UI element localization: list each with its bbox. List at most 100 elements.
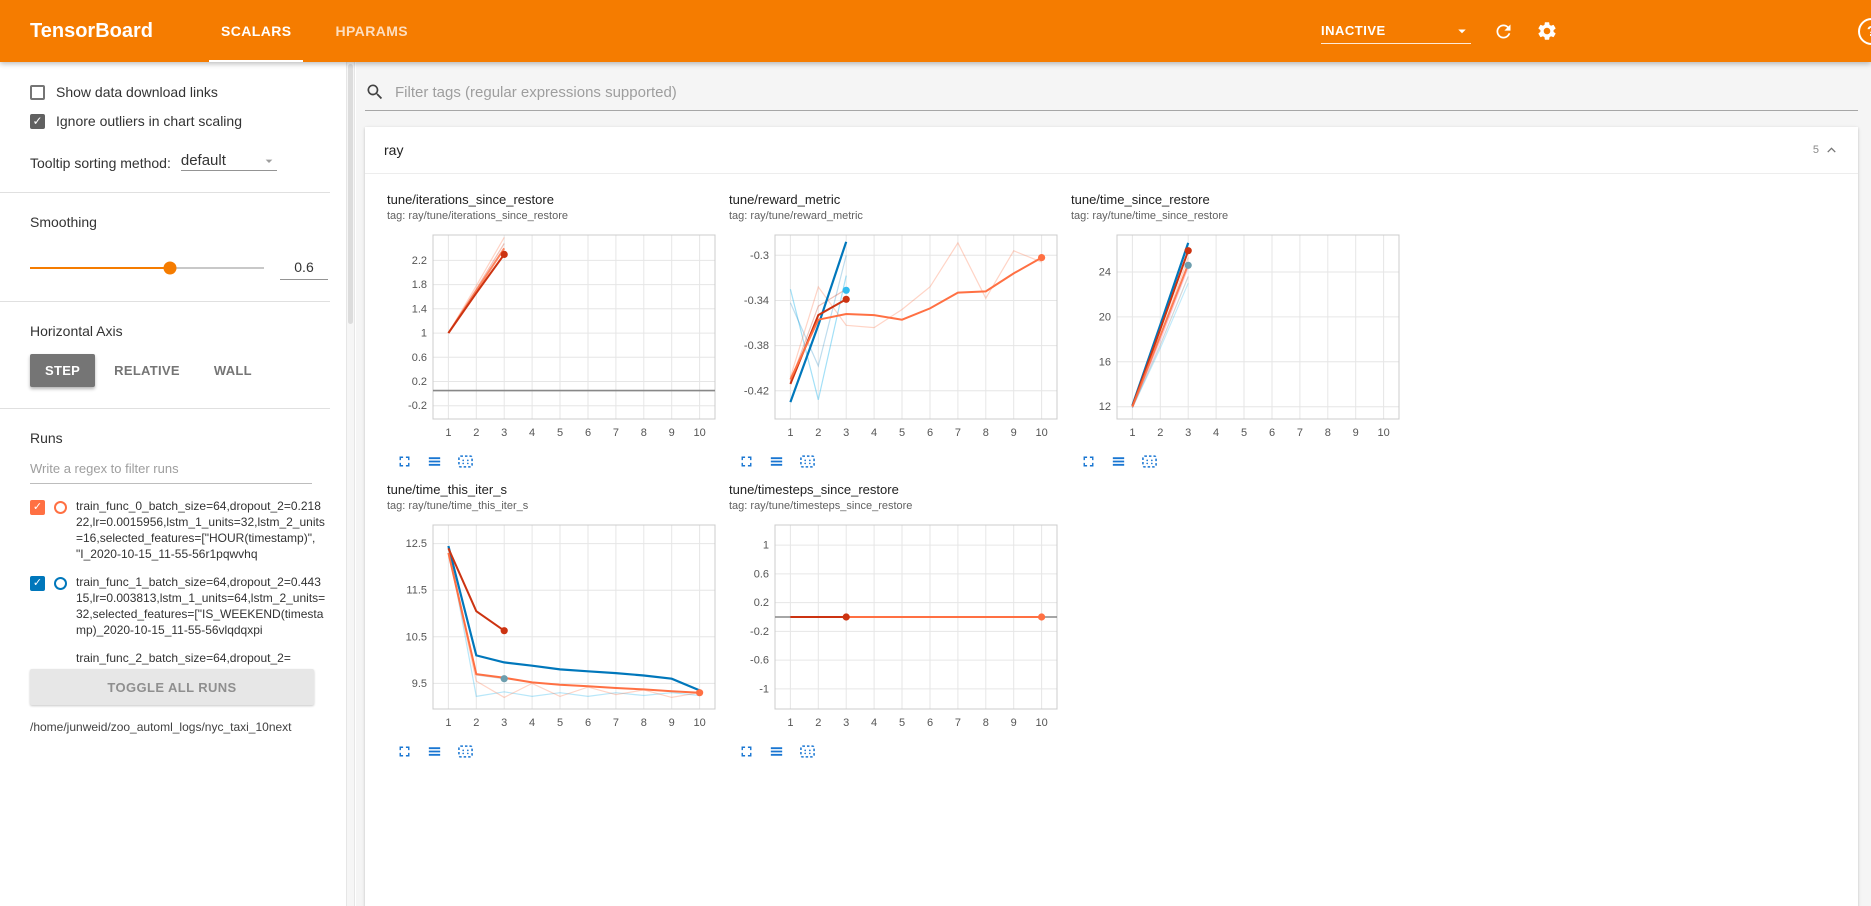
svg-text:10: 10	[1035, 717, 1047, 729]
tag-group-header[interactable]: ray 5	[365, 127, 1858, 174]
chart-tile: tune/timesteps_since_restore tag: ray/tun…	[729, 482, 1065, 760]
smoothing-slider-thumb[interactable]	[163, 261, 177, 275]
run-row[interactable]: ✓ train_func_0_batch_size=64,dropout_2=0.…	[30, 498, 330, 562]
header-actions: INACTIVE ?	[1321, 0, 1871, 62]
divider	[0, 408, 330, 409]
svg-text:1.4: 1.4	[412, 303, 427, 315]
fit-domain-icon[interactable]	[798, 743, 817, 760]
tooltip-sort-dropdown[interactable]: default	[180, 151, 277, 171]
chart-tile: tune/time_since_restore tag: ray/tune/tim…	[1071, 192, 1407, 470]
svg-text:1: 1	[763, 540, 769, 552]
refresh-icon[interactable]	[1493, 21, 1514, 42]
tab-scalars[interactable]: SCALARS	[199, 0, 313, 62]
chart-title: tune/iterations_since_restore	[387, 192, 554, 207]
axis-wall-button[interactable]: WALL	[213, 363, 252, 378]
chart-tag: tag: ray/tune/iterations_since_restore	[387, 210, 568, 222]
ignore-outliers-label: Ignore outliers in chart scaling	[56, 113, 242, 129]
show-download-links-checkbox-row[interactable]: Show data download links	[30, 84, 330, 100]
expand-chart-icon[interactable]	[396, 453, 413, 470]
toggle-runs-icon[interactable]	[1110, 453, 1127, 470]
axis-step-button[interactable]: STEP	[30, 354, 96, 387]
line-chart[interactable]: -0.2 0.2 0.6 1 1.4 1.8 2.2 1 2 3 4 5 6 7 8 9 10	[387, 227, 723, 445]
expand-chart-icon[interactable]	[738, 743, 755, 760]
settings-sidebar: Show data download links ✓ Ignore outlie…	[0, 62, 346, 906]
sidebar-scrollbar[interactable]	[346, 62, 355, 906]
svg-text:7: 7	[1297, 427, 1303, 439]
svg-text:8: 8	[641, 427, 647, 439]
svg-text:-0.2: -0.2	[750, 626, 769, 638]
svg-text:10: 10	[1035, 427, 1047, 439]
svg-text:-0.6: -0.6	[750, 655, 769, 667]
svg-text:12: 12	[1099, 401, 1111, 413]
settings-gear-icon[interactable]	[1536, 20, 1558, 42]
chart-title: tune/reward_metric	[729, 192, 841, 207]
chart-title: tune/timesteps_since_restore	[729, 482, 899, 497]
axis-relative-button[interactable]: RELATIVE	[114, 363, 180, 378]
tooltip-sort-label: Tooltip sorting method:	[30, 155, 171, 171]
main-content: ray 5 tune/iterations_since_restore tag: …	[356, 62, 1871, 906]
expand-chart-icon[interactable]	[738, 453, 755, 470]
svg-text:4: 4	[529, 717, 535, 729]
svg-text:3: 3	[843, 427, 849, 439]
sidebar-scrollbar-thumb[interactable]	[348, 64, 353, 324]
ignore-outliers-checkbox-row[interactable]: ✓ Ignore outliers in chart scaling	[30, 113, 330, 129]
line-chart[interactable]: -0.42 -0.38 -0.34 -0.3 1 2 3 4 5 6 7 8 9 10	[729, 227, 1065, 445]
fit-domain-icon[interactable]	[456, 453, 475, 470]
svg-text:5: 5	[1241, 427, 1247, 439]
tooltip-sort-value: default	[180, 152, 226, 169]
fit-domain-icon[interactable]	[1140, 453, 1159, 470]
expand-chart-icon[interactable]	[1080, 453, 1097, 470]
svg-text:1: 1	[787, 427, 793, 439]
smoothing-value-input[interactable]: 0.6	[280, 256, 328, 280]
svg-text:24: 24	[1099, 267, 1111, 279]
run-color-radio[interactable]	[54, 577, 67, 590]
svg-text:-0.38: -0.38	[744, 340, 769, 352]
tag-filter-input[interactable]	[395, 83, 1858, 101]
show-download-links-label: Show data download links	[56, 84, 218, 100]
chevron-up-icon[interactable]	[1824, 143, 1839, 158]
chart-tile: tune/iterations_since_restore tag: ray/tu…	[387, 192, 723, 470]
ignore-outliers-checkbox[interactable]: ✓	[30, 113, 45, 129]
toggle-runs-icon[interactable]	[768, 743, 785, 760]
toggle-runs-icon[interactable]	[426, 453, 443, 470]
chart-tag: tag: ray/tune/time_this_iter_s	[387, 500, 529, 512]
toggle-runs-icon[interactable]	[426, 743, 443, 760]
run-row[interactable]: ✓ train_func_1_batch_size=64,dropout_2=0.…	[30, 574, 330, 638]
svg-text:6: 6	[585, 717, 591, 729]
fit-domain-icon[interactable]	[456, 743, 475, 760]
expand-chart-icon[interactable]	[396, 743, 413, 760]
fit-domain-icon[interactable]	[798, 453, 817, 470]
toggle-runs-icon[interactable]	[768, 453, 785, 470]
chart-tag: tag: ray/tune/time_since_restore	[1071, 210, 1229, 222]
svg-text:-1: -1	[759, 683, 769, 695]
run-checkbox[interactable]: ✓	[30, 500, 45, 515]
line-chart[interactable]: 9.5 10.5 11.5 12.5 1 2 3 4 5 6 7 8 9 10	[387, 517, 723, 735]
svg-text:3: 3	[501, 717, 507, 729]
svg-text:2: 2	[815, 427, 821, 439]
smoothing-slider[interactable]	[30, 261, 264, 275]
tag-group-title: ray	[384, 142, 404, 158]
help-icon[interactable]: ?	[1858, 17, 1871, 45]
run-checkbox[interactable]: ✓	[30, 576, 45, 591]
status-dropdown[interactable]: INACTIVE	[1321, 19, 1471, 44]
svg-text:9: 9	[1011, 717, 1017, 729]
svg-text:7: 7	[613, 717, 619, 729]
chevron-down-icon	[261, 153, 277, 169]
svg-text:9.5: 9.5	[412, 678, 427, 690]
run-color-radio[interactable]	[54, 501, 67, 514]
tag-filter-bar	[365, 82, 1858, 111]
svg-text:4: 4	[1213, 427, 1219, 439]
tab-hparams[interactable]: HPARAMS	[335, 23, 409, 39]
svg-text:1: 1	[787, 717, 793, 729]
toggle-all-runs-button[interactable]: TOGGLE ALL RUNS	[30, 669, 314, 705]
run-row[interactable]: train_func_2_batch_size=64,dropout_2=	[30, 650, 330, 666]
svg-text:4: 4	[871, 427, 877, 439]
svg-text:0.6: 0.6	[754, 568, 769, 580]
svg-text:4: 4	[529, 427, 535, 439]
line-chart[interactable]: -1 -0.6 -0.2 0.2 0.6 1 1 2 3 4 5 6 7 8 9 10	[729, 517, 1065, 735]
runs-filter-input[interactable]	[30, 454, 312, 484]
runs-list: ✓ train_func_0_batch_size=64,dropout_2=0.…	[30, 498, 330, 666]
show-download-links-checkbox[interactable]	[30, 84, 45, 100]
svg-text:16: 16	[1099, 356, 1111, 368]
